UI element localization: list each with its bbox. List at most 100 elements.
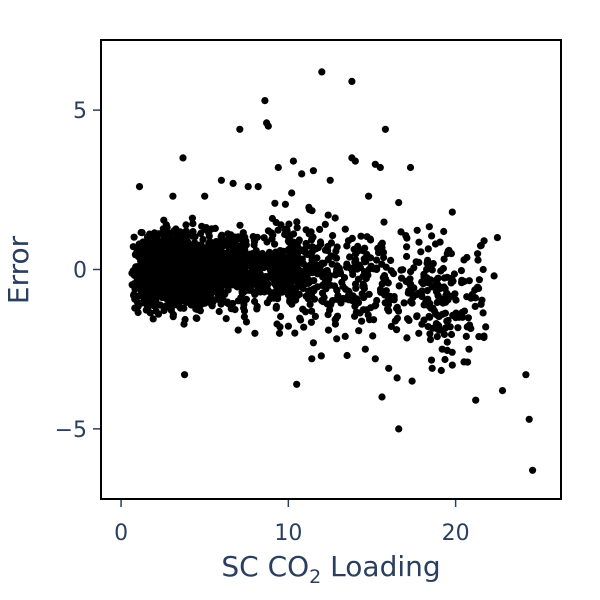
scatter-point bbox=[183, 265, 191, 273]
scatter-point bbox=[472, 396, 480, 404]
scatter-point bbox=[218, 231, 226, 239]
scatter-point bbox=[271, 288, 279, 296]
scatter-point bbox=[142, 267, 150, 275]
scatter-point bbox=[164, 243, 173, 251]
scatter-point bbox=[130, 233, 138, 241]
scatter-point bbox=[425, 223, 433, 231]
scatter-point bbox=[272, 249, 280, 257]
scatter-point bbox=[224, 286, 232, 294]
scatter-point bbox=[427, 276, 435, 284]
scatter-point bbox=[380, 253, 388, 262]
scatter-point bbox=[271, 259, 279, 267]
scatter-point bbox=[336, 268, 344, 276]
scatter-point bbox=[427, 356, 436, 364]
scatter-point bbox=[342, 285, 350, 293]
scatter-point bbox=[479, 265, 487, 274]
scatter-point bbox=[189, 220, 197, 228]
scatter-point bbox=[309, 167, 317, 175]
scatter-point bbox=[299, 305, 307, 313]
scatter-point bbox=[240, 263, 248, 271]
scatter-point bbox=[462, 332, 470, 340]
scatter-point bbox=[283, 259, 291, 267]
scatter-point bbox=[234, 326, 242, 334]
scatter-point bbox=[277, 312, 285, 321]
scatter-point bbox=[154, 267, 162, 275]
scatter-point bbox=[327, 239, 335, 247]
x-axis-ticks: 0 10 20 bbox=[114, 500, 470, 546]
scatter-point bbox=[306, 300, 314, 308]
scatter-point bbox=[471, 286, 479, 294]
scatter-point bbox=[290, 290, 298, 298]
scatter-point bbox=[181, 315, 189, 324]
scatter-point bbox=[316, 262, 324, 270]
scatter-point bbox=[306, 206, 314, 214]
scatter-point bbox=[361, 244, 369, 252]
scatter-point bbox=[418, 320, 426, 328]
scatter-point bbox=[284, 322, 292, 330]
scatter-point bbox=[434, 274, 442, 282]
scatter-point bbox=[440, 298, 448, 306]
scatter-point bbox=[318, 68, 326, 76]
scatter-point bbox=[354, 275, 363, 283]
scatter-point bbox=[147, 242, 155, 251]
scatter-point bbox=[361, 258, 369, 266]
scatter-point bbox=[201, 192, 209, 200]
scatter-point bbox=[417, 290, 425, 298]
scatter-point bbox=[183, 238, 192, 246]
scatter-point bbox=[308, 256, 316, 264]
scatter-point bbox=[313, 283, 322, 291]
scatter-point bbox=[417, 248, 425, 256]
scatter-point bbox=[172, 287, 180, 295]
scatter-point bbox=[386, 292, 394, 300]
scatter-point bbox=[298, 170, 306, 178]
scatter-point bbox=[356, 309, 364, 317]
scatter-point bbox=[477, 300, 485, 308]
scatter-point bbox=[376, 163, 384, 172]
scatter-point bbox=[166, 299, 174, 307]
scatter-point bbox=[464, 358, 472, 366]
scatter-point bbox=[195, 242, 203, 250]
scatter-point bbox=[297, 277, 305, 285]
scatter-point bbox=[240, 313, 248, 321]
scatter-point bbox=[379, 248, 388, 256]
scatter-point bbox=[351, 312, 359, 320]
scatter-point bbox=[415, 258, 423, 266]
scatter-point bbox=[236, 221, 244, 229]
scatter-point bbox=[192, 314, 200, 322]
scatter-point bbox=[465, 277, 473, 285]
scatter-point bbox=[429, 260, 437, 268]
scatter-point bbox=[200, 293, 208, 301]
scatter-point bbox=[423, 265, 431, 273]
scatter-point bbox=[437, 366, 445, 375]
scatter-point bbox=[408, 377, 416, 385]
scatter-point bbox=[215, 307, 223, 316]
scatter-point bbox=[395, 282, 403, 290]
scatter-point bbox=[349, 270, 357, 279]
x-tick-label: 10 bbox=[274, 521, 302, 546]
scatter-point bbox=[291, 329, 299, 337]
scatter-point bbox=[230, 269, 238, 277]
scatter-point bbox=[159, 281, 167, 289]
scatter-point bbox=[216, 258, 224, 266]
scatter-point bbox=[324, 311, 332, 319]
scatter-point bbox=[151, 273, 159, 281]
scatter-point bbox=[355, 327, 363, 335]
scatter-point bbox=[373, 296, 381, 305]
scatter-point bbox=[274, 226, 282, 234]
scatter-point bbox=[281, 200, 289, 208]
scatter-point bbox=[415, 329, 423, 337]
scatter-point bbox=[397, 228, 405, 236]
scatter-point bbox=[139, 277, 147, 285]
scatter-point bbox=[448, 208, 456, 216]
scatter-point bbox=[222, 269, 230, 277]
scatter-point bbox=[366, 316, 374, 324]
scatter-point bbox=[296, 314, 304, 322]
scatter-point bbox=[144, 303, 152, 311]
scatter-point bbox=[343, 263, 351, 271]
scatter-point bbox=[332, 315, 340, 323]
scatter-point bbox=[239, 229, 247, 237]
scatter-point bbox=[341, 225, 349, 233]
scatter-point bbox=[309, 339, 317, 347]
scatter-point bbox=[293, 218, 301, 226]
